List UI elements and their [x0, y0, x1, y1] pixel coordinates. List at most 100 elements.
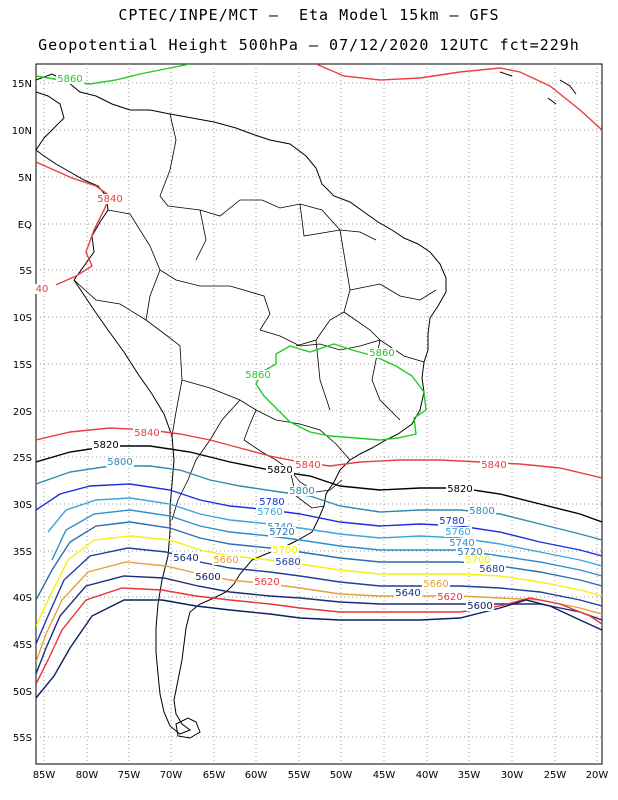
contour-label-bg [274, 557, 302, 567]
contour-label-bg [253, 577, 281, 587]
contour-label-bg [194, 572, 222, 582]
contour-label: 5660 [423, 579, 448, 590]
contour-label: 5720 [269, 527, 294, 538]
contour-label-bg [266, 465, 294, 475]
contour-label: 5820 [93, 440, 118, 451]
contour-label: 5660 [213, 555, 238, 566]
contour-5840 [315, 64, 602, 131]
contour-label-bg [294, 460, 322, 470]
contour-label: 5860 [369, 348, 394, 359]
lat-tick-label: 25S [13, 453, 32, 464]
longitude-tick-labels: 85W 80W 75W 70W 65W 60W 55W 50W 45W 40W 35W 30W 25W 2… [33, 770, 609, 781]
contour-label: 5720 [457, 547, 482, 558]
lon-tick-label: 55W [288, 770, 311, 781]
contour-label: 5760 [445, 527, 470, 538]
contour-label-bg [258, 497, 286, 507]
contour-label: 5780 [439, 516, 464, 527]
contour-5660 [36, 561, 602, 663]
country-borders [73, 113, 437, 521]
contour-label-bg [28, 284, 56, 294]
contour-label: 5620 [437, 592, 462, 603]
contour-label-bg [466, 601, 494, 611]
contour-label-bg [268, 527, 296, 537]
contour-label: 5840 [97, 194, 122, 205]
contour-5600 [36, 599, 602, 699]
lat-tick-label: 10N [12, 126, 32, 137]
contour-label-bg [271, 545, 299, 555]
contour-label: 5700 [272, 545, 297, 556]
lat-tick-label: EQ [18, 220, 32, 231]
lat-tick-label: 40S [13, 593, 32, 604]
contour-5860 [255, 343, 427, 441]
lat-tick-label: 5N [18, 173, 32, 184]
contour-label-bg [478, 564, 506, 574]
contour-label: 5800 [469, 506, 494, 517]
contour-label: 5780 [259, 497, 284, 508]
contour-label: 5620 [254, 577, 279, 588]
contour-label-bg [212, 555, 240, 565]
contour-label: 40 [36, 284, 49, 295]
latitude-tick-labels: 15N 10N 5N EQ 5S 10S 15S 20S 25S 30S 35S 40S 45S 50S 5… [12, 79, 32, 744]
contour-label-bg [172, 553, 200, 563]
lat-tick-label: 10S [13, 313, 32, 324]
contour-label: 5800 [107, 457, 132, 468]
lat-tick-label: 55S [13, 733, 32, 744]
contour-label: 5800 [289, 486, 314, 497]
contour-label-bg [56, 74, 84, 84]
contour-label: 5840 [295, 460, 320, 471]
graticule-grid [36, 64, 602, 764]
contour-label-bg [422, 579, 450, 589]
contour-label-bg [444, 527, 472, 537]
contour-label-bg [480, 460, 508, 470]
contour-label-bg [106, 457, 134, 467]
contour-label-bg [394, 588, 422, 598]
contour-5780 [36, 483, 602, 557]
contour-label: 5680 [479, 564, 504, 575]
contour-5620 [36, 587, 602, 685]
map-title-line2: Geopotential Height 500hPa – 07/12/2020 … [38, 36, 580, 54]
contour-label-bg [133, 428, 161, 438]
tierra-del-fuego-coastline [175, 717, 201, 739]
lon-tick-label: 50W [330, 770, 353, 781]
lat-tick-label: 15S [13, 360, 32, 371]
contour-5760 [47, 497, 602, 567]
lon-tick-label: 40W [416, 770, 439, 781]
contour-label: 5740 [449, 538, 474, 549]
contour-label-bg [96, 194, 124, 204]
lon-tick-label: 65W [203, 770, 226, 781]
contour-5820 [36, 445, 602, 523]
contour-label-bg [468, 506, 496, 516]
contour-5740 [51, 509, 602, 577]
lat-tick-label: 15N [12, 79, 32, 90]
map-frame [35, 63, 603, 765]
lat-tick-label: 5S [19, 266, 32, 277]
lat-tick-label: 45S [13, 640, 32, 651]
lon-tick-label: 30W [501, 770, 524, 781]
caribbean-islands [499, 71, 577, 105]
contour-label: 5840 [134, 428, 159, 439]
contour-label: 5600 [467, 601, 492, 612]
contour-label-bg [436, 592, 464, 602]
contour-label: 5820 [447, 484, 472, 495]
contour-label: 5860 [245, 370, 270, 381]
contour-label: 5760 [257, 507, 282, 518]
lon-tick-label: 25W [544, 770, 567, 781]
lon-tick-label: 45W [373, 770, 396, 781]
contour-label: 5820 [267, 465, 292, 476]
lon-tick-label: 20W [586, 770, 609, 781]
contour-label-bg [456, 547, 484, 557]
contour-label-bg [288, 486, 316, 496]
lat-tick-label: 35S [13, 547, 32, 558]
lat-tick-label: 20S [13, 407, 32, 418]
lon-tick-label: 35W [458, 770, 481, 781]
contour-label-bg [368, 348, 396, 358]
contour-label-bg [464, 555, 492, 565]
contour-label-bg [448, 538, 476, 548]
map-title-line1: CPTEC/INPE/MCT – Eta Model 15km – GFS [118, 6, 500, 24]
lon-tick-label: 75W [118, 770, 141, 781]
contour-label: 5640 [395, 588, 420, 599]
lon-tick-label: 60W [245, 770, 268, 781]
contour-label-bg [256, 507, 284, 517]
lat-tick-label: 30S [13, 500, 32, 511]
